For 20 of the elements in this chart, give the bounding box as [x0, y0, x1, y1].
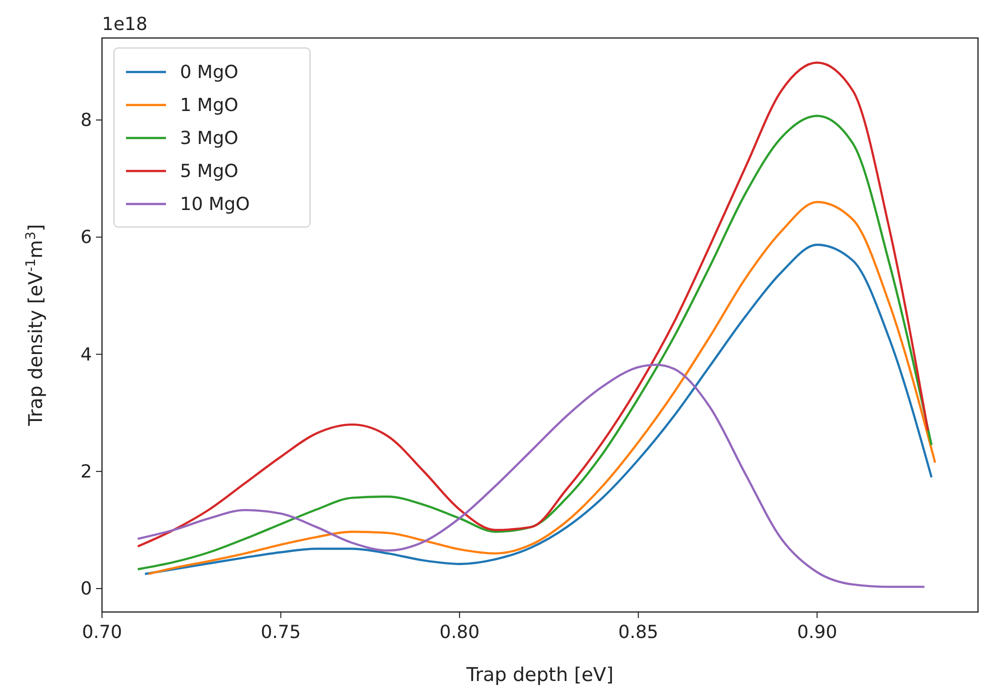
x-axis-title: Trap depth [eV]	[465, 664, 614, 686]
legend-label: 3 MgO	[180, 128, 238, 149]
line-series	[136, 62, 930, 548]
y-tick-label: 2	[80, 461, 92, 482]
legend-label: 0 MgO	[180, 62, 238, 83]
x-tick-label: 0.80	[440, 622, 480, 643]
legend-label: 10 MgO	[180, 194, 250, 215]
y-tick-label: 6	[80, 227, 92, 248]
line-series	[136, 364, 926, 588]
line-series	[136, 114, 933, 570]
x-tick-label: 0.70	[82, 622, 122, 643]
legend-label: 1 MgO	[180, 95, 238, 116]
x-tick-label: 0.90	[797, 622, 838, 643]
text: 1e18	[102, 14, 148, 35]
x-tick-label: 0.75	[260, 622, 301, 643]
y-tick-label: 0	[80, 578, 92, 600]
legend-label: 5 MgO	[180, 161, 238, 182]
y-tick-label: 4	[80, 344, 92, 366]
x-tick-label: 0.85	[618, 622, 658, 643]
y-tick-label: 8	[80, 110, 92, 131]
